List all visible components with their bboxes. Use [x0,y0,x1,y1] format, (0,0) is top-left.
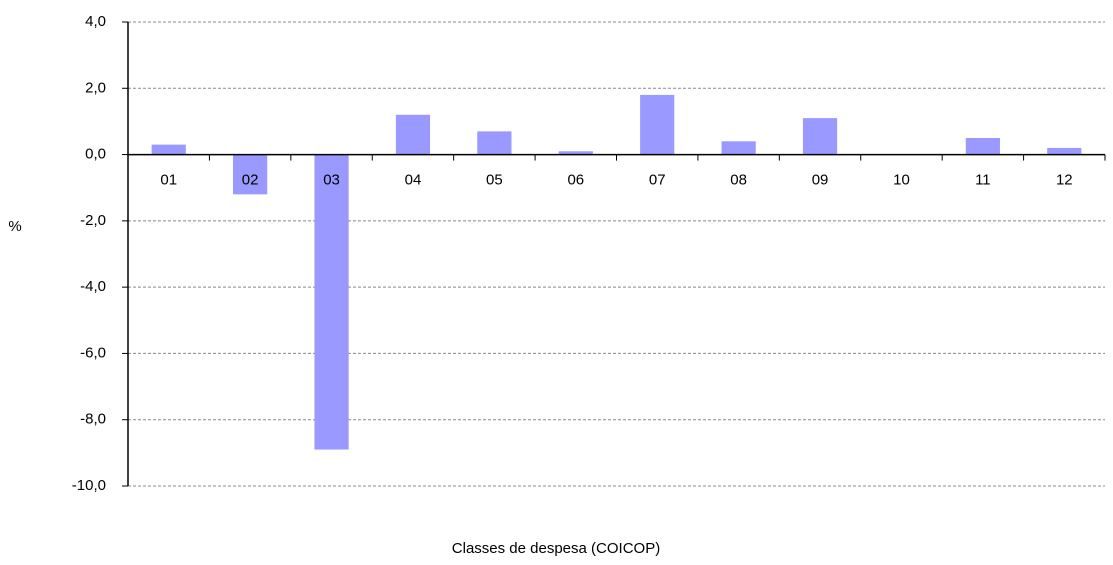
x-axis-title: Classes de despesa (COICOP) [452,540,660,557]
bar [1047,147,1082,155]
bar [721,141,756,155]
x-tick-label: 04 [405,172,422,189]
y-tick-label: -8,0 [80,411,106,428]
y-tick-label: -2,0 [80,212,106,229]
bar [395,114,431,155]
bar [314,154,349,450]
x-tick-label: 11 [975,172,991,189]
bar [558,151,593,155]
bar [233,154,268,195]
x-tick-label: 03 [323,172,340,189]
y-tick-label: 0,0 [85,146,106,163]
x-tick-label: 08 [730,172,747,189]
x-tick-label: 07 [649,172,666,189]
bar [965,138,1000,155]
bar [640,94,675,155]
y-tick-label: 2,0 [85,79,106,96]
x-tick-label: 10 [893,172,910,189]
y-tick-label: -4,0 [80,278,106,295]
y-tick-label: 4,0 [85,13,106,30]
x-tick-label: 05 [486,172,503,189]
x-tick-label: 09 [812,172,829,189]
y-tick-label: -10,0 [72,477,106,494]
x-tick-label: 02 [242,172,259,189]
bar [802,118,838,155]
x-tick-label: 06 [567,172,584,189]
x-tick-label: 12 [1056,172,1073,189]
y-axis-title: % [8,218,21,235]
bar [151,144,186,155]
y-tick-label: -6,0 [80,344,106,361]
x-tick-label: 01 [160,172,177,189]
bar [477,131,512,155]
